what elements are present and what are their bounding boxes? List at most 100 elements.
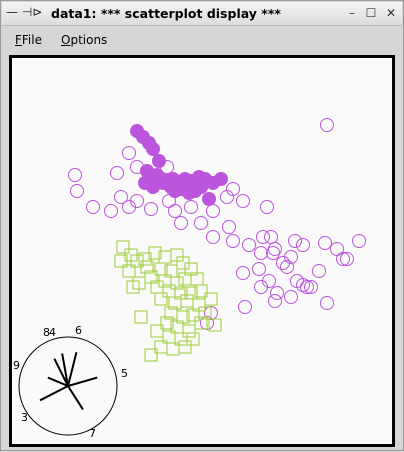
scatter-point (242, 238, 256, 252)
axes-glyph-label: 9 (13, 359, 20, 372)
scatter-point (104, 204, 118, 218)
axes-glyph-line (67, 385, 84, 410)
scatter-point (226, 234, 240, 248)
scatter-point (68, 168, 82, 182)
scatter-point (194, 316, 208, 330)
scatter-point (268, 294, 282, 308)
scatter-point (194, 180, 208, 194)
scatter-point (312, 264, 326, 278)
scatter-point (236, 194, 250, 208)
scatter-point (140, 260, 154, 274)
scatter-point (186, 332, 200, 346)
scatter-point (284, 290, 298, 304)
scatter-point (144, 348, 158, 362)
minimize-button[interactable]: – (349, 6, 355, 20)
scatter-point (70, 184, 84, 198)
scatter-point (266, 246, 280, 260)
scatter-point (256, 230, 270, 244)
scatter-point (138, 176, 152, 190)
scatter-point (204, 292, 218, 306)
scatter-point (130, 160, 144, 174)
scatter-point (168, 204, 182, 218)
scatter-point (116, 240, 130, 254)
scatter-point (318, 236, 332, 250)
scatter-point (114, 190, 128, 204)
scatter-point (304, 280, 318, 294)
menu-bar: FFile Options (2, 27, 402, 53)
scatter-point (160, 160, 174, 174)
menu-file[interactable]: FFile (15, 33, 42, 47)
menu-file-rest: File (21, 33, 42, 47)
axes-glyph-label: 8 (43, 326, 50, 339)
title-bar[interactable]: — ⊣⊳ data1: *** scatterplot display *** … (2, 2, 402, 26)
axes-glyph-label: 7 (89, 427, 96, 440)
axes-glyph-label: 3 (21, 411, 28, 424)
window-title: data1: *** scatterplot display *** (51, 6, 281, 21)
scatter-point (236, 266, 250, 280)
scatter-point (168, 184, 182, 198)
scatter-point (208, 318, 222, 332)
scatter-point (130, 194, 144, 208)
scatterplot-area[interactable] (9, 55, 395, 447)
menu-options-mnemonic: O (61, 33, 71, 47)
scatter-point (182, 186, 196, 200)
axes-glyph-line (61, 353, 69, 387)
scatter-point (214, 172, 228, 186)
scatter-point (114, 254, 128, 268)
scatter-point (270, 286, 284, 300)
scatter-point (260, 200, 274, 214)
scatter-point (178, 340, 192, 354)
scatter-point (110, 166, 124, 180)
scatter-point (280, 260, 294, 274)
scatter-point (336, 252, 350, 266)
scatter-point (122, 264, 136, 278)
scatter-point (146, 142, 160, 156)
scatter-point (252, 262, 266, 276)
axes-glyph-label: 6 (75, 324, 82, 337)
axes-glyph-line (47, 376, 69, 387)
scatter-point (160, 316, 174, 330)
scatter-point (352, 234, 366, 248)
scatter-point (220, 190, 234, 204)
scatter-point (162, 194, 176, 208)
scatter-point (202, 192, 216, 206)
axes-glyph-line (67, 351, 78, 387)
scatter-point (126, 280, 140, 294)
scatter-point (238, 300, 252, 314)
close-button[interactable]: ✕ (385, 6, 397, 20)
scatter-point (320, 118, 334, 132)
scatter-point (296, 238, 310, 252)
axes-glyph: 8 4 6 9 5 3 7 (13, 324, 128, 440)
scatter-point (194, 284, 208, 298)
scatter-point (122, 146, 136, 160)
scatter-point (222, 220, 236, 234)
menu-options[interactable]: Options (61, 33, 107, 47)
axes-glyph-label: 4 (49, 326, 56, 339)
scatter-point (86, 200, 100, 214)
scatter-point (296, 278, 310, 292)
scatter-point (340, 252, 354, 266)
window-menu-pin-icon[interactable]: — ⊣⊳ (6, 5, 43, 19)
maximize-button[interactable]: ☐ (365, 6, 377, 20)
scatter-point (184, 286, 198, 300)
scatter-point (264, 230, 278, 244)
scatter-point (144, 202, 158, 216)
scatter-point (320, 296, 334, 310)
scatter-point (206, 230, 220, 244)
scatter-point (154, 292, 168, 306)
scatter-point (254, 280, 268, 294)
scatter-point (198, 306, 212, 320)
menu-options-rest: ptions (70, 33, 108, 47)
scatter-point (254, 246, 268, 260)
scatter-point (148, 246, 162, 260)
scatter-point (182, 324, 196, 338)
axes-glyph-line (53, 358, 69, 387)
scatter-point (194, 216, 208, 230)
axes-glyph-line (39, 385, 69, 402)
scatter-point (194, 174, 208, 188)
scatter-point (134, 310, 148, 324)
scatter-point (184, 200, 198, 214)
scatter-point (284, 250, 298, 264)
